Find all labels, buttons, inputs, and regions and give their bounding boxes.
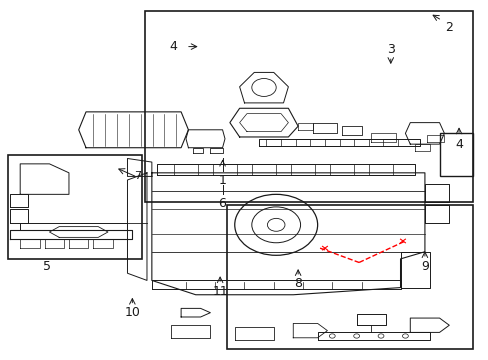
Bar	[144, 12, 472, 202]
Text: 8: 8	[294, 278, 302, 291]
Text: 4: 4	[454, 138, 462, 150]
Bar	[8, 155, 142, 259]
Text: 4: 4	[169, 40, 177, 53]
Text: 2: 2	[445, 21, 452, 34]
Text: 6: 6	[218, 197, 226, 210]
Text: 10: 10	[124, 306, 140, 319]
Text: 3: 3	[386, 42, 394, 55]
Text: 7: 7	[133, 171, 141, 181]
Text: 1: 1	[218, 174, 226, 186]
Text: 5: 5	[43, 260, 51, 273]
Text: 9: 9	[420, 260, 428, 273]
Text: 11: 11	[212, 285, 227, 298]
Bar	[439, 134, 472, 176]
Bar	[227, 205, 472, 348]
